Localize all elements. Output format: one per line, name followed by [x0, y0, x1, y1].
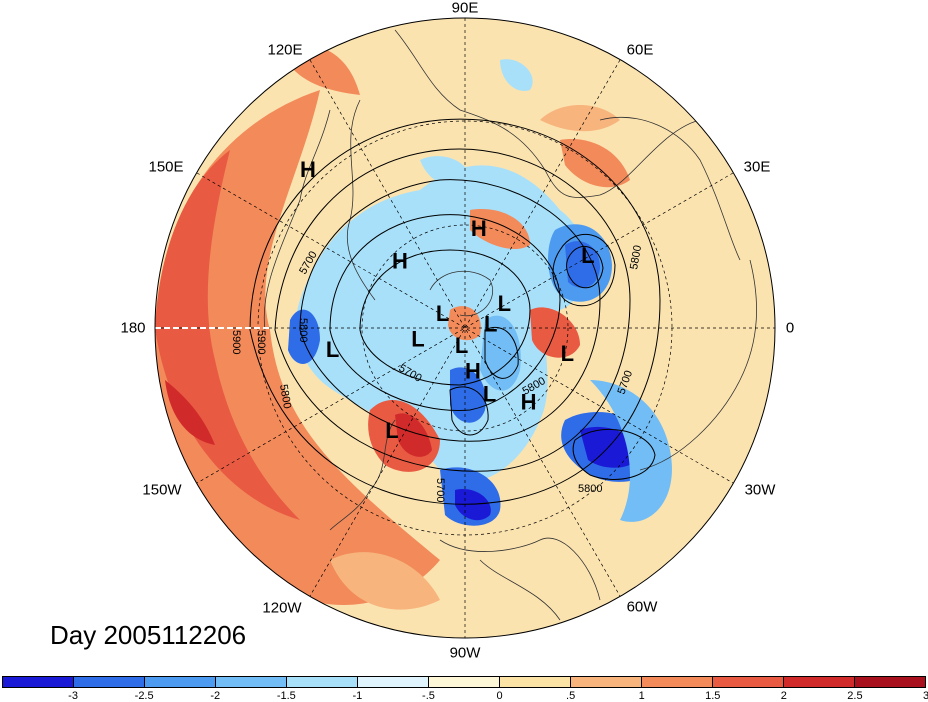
colorbar-tick-label: -1 [352, 690, 363, 702]
cold-anomaly-spot-1 [288, 309, 320, 364]
warm-anomaly-alaska-core [395, 413, 432, 457]
colorbar-swatch [3, 677, 74, 687]
low-pressure-marker: L [411, 326, 424, 351]
lon-label-120w: 120W [262, 599, 302, 617]
colorbar-swatch [287, 677, 358, 687]
height-contours [249, 118, 661, 505]
lon-label-150e: 150E [148, 158, 184, 176]
colorbar-tick-label: 1.5 [705, 690, 721, 702]
lon-label-90e: 90E [451, 0, 479, 17]
colorbar-tick-label: -.5 [422, 690, 435, 702]
lon-label-60e: 60E [626, 41, 654, 59]
colorbar-swatch [784, 677, 855, 687]
low-pressure-marker: L [484, 312, 497, 337]
cold-anomaly-spot-5 [420, 156, 470, 185]
low-pressure-marker: L [483, 381, 496, 406]
colorbar-swatch [145, 677, 216, 687]
lon-label-0: 0 [785, 319, 795, 337]
warm-anomaly-asia [560, 139, 630, 188]
contour-label: 5700 [434, 478, 446, 502]
low-pressure-marker: L [385, 418, 398, 443]
colorbar-tick-label: -2 [210, 690, 221, 702]
contour-label: 5800 [297, 318, 309, 342]
colorbar-swatch [358, 677, 429, 687]
high-pressure-marker: H [521, 390, 537, 415]
colorbar-tick-label: -1.5 [276, 690, 296, 702]
lon-label-30e: 30E [743, 158, 771, 176]
colorbar-swatch [216, 677, 287, 687]
lon-label-120e: 120E [267, 41, 303, 59]
map-border [154, 17, 776, 639]
contour-label: 5900 [255, 330, 267, 354]
cold-anomaly-na-core [455, 489, 491, 521]
warm-anomaly-spot [165, 380, 215, 445]
colorbar-tick-label: -2.5 [134, 690, 154, 702]
colorbar-swatch [642, 677, 713, 687]
plot-title: Day 2005112206 [50, 620, 247, 650]
low-pressure-marker: L [436, 301, 449, 326]
colorbar-tick-label: 3 [922, 690, 928, 702]
warm-anomaly-south [330, 552, 440, 610]
colorbar-swatch [429, 677, 500, 687]
contour-label: 5800 [628, 244, 644, 270]
lon-label-30w: 30W [744, 481, 776, 499]
colorbar-tick-label: 1 [638, 690, 645, 702]
colorbar-tick-label: -3 [68, 690, 78, 702]
colorbar-swatch [713, 677, 784, 687]
high-pressure-marker: H [465, 359, 481, 384]
low-pressure-marker: L [581, 243, 594, 268]
warm-anomaly-asia-2 [540, 105, 620, 132]
colorbar-tick-label: 2.5 [847, 690, 863, 702]
high-pressure-marker: H [392, 249, 408, 274]
contour-label: 5800 [277, 383, 293, 409]
colorbar-swatch [500, 677, 571, 687]
colorbar-swatch [855, 677, 925, 687]
colorbar-tick-label: 0 [496, 690, 503, 702]
low-pressure-marker: L [561, 341, 574, 366]
low-pressure-marker: L [498, 291, 511, 316]
high-pressure-marker: H [300, 157, 316, 182]
lon-label-150w: 150W [142, 481, 182, 499]
colorbar-tick-label: .5 [566, 690, 576, 702]
high-pressure-marker: H [471, 216, 487, 241]
colorbar [2, 676, 926, 688]
low-pressure-marker: L [326, 337, 339, 362]
lon-label-180: 180 [120, 319, 146, 337]
lon-label-90w: 90W [449, 644, 481, 662]
cold-anomaly-tail [590, 380, 672, 522]
colorbar-swatch [74, 677, 145, 687]
colorbar-tick-label: 2 [780, 690, 787, 702]
low-pressure-marker: L [455, 333, 468, 358]
cold-anomaly-core-2 [565, 241, 600, 288]
lon-label-60w: 60W [626, 598, 658, 616]
contour-label: 5800 [578, 483, 602, 495]
colorbar-swatch [571, 677, 642, 687]
contour-label: 5900 [230, 330, 242, 354]
cold-anomaly-spot-6 [500, 59, 533, 91]
